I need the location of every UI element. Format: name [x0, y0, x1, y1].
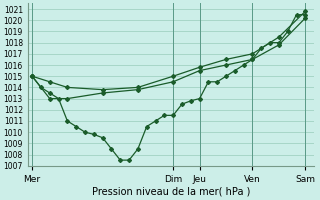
X-axis label: Pression niveau de la mer( hPa ): Pression niveau de la mer( hPa ): [92, 187, 250, 197]
